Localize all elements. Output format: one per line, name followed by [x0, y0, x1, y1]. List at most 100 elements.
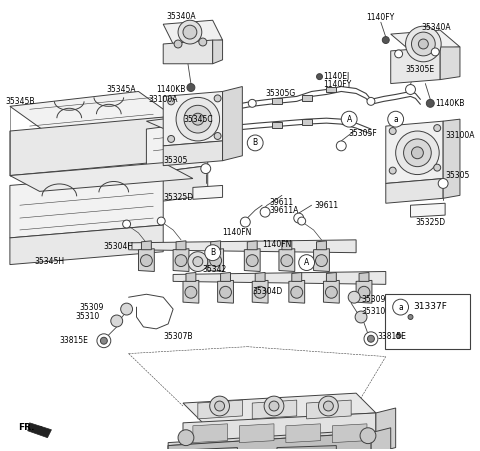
Circle shape	[360, 428, 376, 444]
Text: 35342: 35342	[203, 265, 227, 274]
Circle shape	[438, 179, 448, 189]
Polygon shape	[326, 272, 336, 281]
Circle shape	[97, 334, 111, 348]
Polygon shape	[252, 400, 297, 419]
Text: 35309: 35309	[361, 295, 385, 304]
Circle shape	[199, 38, 207, 46]
Circle shape	[368, 335, 374, 342]
Circle shape	[246, 255, 258, 267]
Circle shape	[178, 430, 194, 446]
Text: 35325D: 35325D	[416, 217, 445, 226]
Circle shape	[316, 74, 323, 79]
Text: 35345C: 35345C	[183, 115, 213, 124]
Circle shape	[219, 286, 231, 298]
Text: 35309: 35309	[79, 303, 104, 312]
Polygon shape	[10, 163, 193, 191]
Text: 35305E: 35305E	[406, 65, 435, 74]
Polygon shape	[326, 87, 336, 92]
Polygon shape	[386, 179, 443, 203]
Text: 35345B: 35345B	[5, 97, 35, 106]
Circle shape	[193, 257, 203, 267]
Text: 35340A: 35340A	[166, 12, 196, 21]
Circle shape	[174, 40, 182, 48]
Polygon shape	[391, 47, 440, 83]
Polygon shape	[277, 446, 336, 451]
Polygon shape	[183, 281, 199, 303]
Circle shape	[188, 252, 208, 272]
Circle shape	[364, 332, 378, 345]
Polygon shape	[146, 121, 208, 174]
Circle shape	[319, 396, 338, 416]
Polygon shape	[316, 241, 326, 250]
Polygon shape	[28, 423, 51, 437]
Circle shape	[157, 217, 165, 225]
Polygon shape	[279, 249, 295, 272]
Polygon shape	[211, 241, 221, 250]
Circle shape	[168, 135, 175, 143]
Circle shape	[348, 291, 360, 303]
Circle shape	[240, 217, 250, 227]
Polygon shape	[193, 447, 238, 451]
Polygon shape	[142, 241, 151, 250]
Circle shape	[419, 39, 428, 49]
Circle shape	[111, 315, 123, 327]
Circle shape	[254, 286, 266, 298]
Polygon shape	[272, 122, 282, 128]
Text: 39611: 39611	[314, 201, 339, 210]
Polygon shape	[193, 185, 223, 199]
Polygon shape	[193, 424, 228, 442]
FancyBboxPatch shape	[385, 294, 470, 349]
Text: 35325D: 35325D	[163, 193, 193, 202]
Text: A: A	[347, 115, 352, 124]
Circle shape	[404, 139, 431, 167]
Circle shape	[175, 255, 187, 267]
Polygon shape	[313, 249, 329, 272]
Polygon shape	[129, 240, 356, 253]
Circle shape	[389, 128, 396, 134]
Polygon shape	[443, 119, 460, 198]
Circle shape	[269, 401, 279, 411]
Polygon shape	[168, 433, 371, 451]
Circle shape	[201, 164, 211, 174]
Circle shape	[264, 396, 284, 416]
Polygon shape	[240, 424, 274, 442]
Polygon shape	[217, 281, 233, 303]
Circle shape	[192, 113, 204, 125]
Polygon shape	[163, 92, 223, 146]
Polygon shape	[146, 113, 238, 134]
Circle shape	[396, 131, 439, 175]
Circle shape	[215, 401, 225, 411]
Polygon shape	[168, 430, 371, 451]
Polygon shape	[376, 408, 396, 451]
Text: 33100A: 33100A	[148, 95, 178, 104]
Circle shape	[396, 333, 401, 338]
Polygon shape	[139, 249, 154, 272]
Circle shape	[183, 25, 197, 39]
Polygon shape	[168, 433, 371, 451]
Circle shape	[367, 97, 375, 106]
Circle shape	[210, 255, 222, 267]
Circle shape	[358, 286, 370, 298]
Polygon shape	[183, 413, 376, 442]
Circle shape	[298, 217, 306, 225]
Circle shape	[247, 135, 263, 151]
Text: 35310: 35310	[361, 307, 385, 316]
Text: 1140FY: 1140FY	[366, 13, 394, 22]
Circle shape	[426, 99, 434, 107]
Polygon shape	[324, 281, 339, 303]
Text: 1140FN: 1140FN	[262, 240, 291, 249]
Circle shape	[336, 141, 346, 151]
Circle shape	[248, 99, 256, 107]
Polygon shape	[272, 98, 282, 104]
Polygon shape	[391, 30, 460, 51]
Circle shape	[406, 26, 441, 62]
Circle shape	[434, 124, 441, 132]
Circle shape	[205, 245, 221, 261]
Polygon shape	[282, 241, 292, 250]
Text: 1140KB: 1140KB	[156, 85, 186, 94]
Circle shape	[325, 286, 337, 298]
Polygon shape	[163, 20, 223, 44]
Text: 33815E: 33815E	[378, 332, 407, 341]
Polygon shape	[302, 119, 312, 125]
Polygon shape	[307, 400, 351, 419]
